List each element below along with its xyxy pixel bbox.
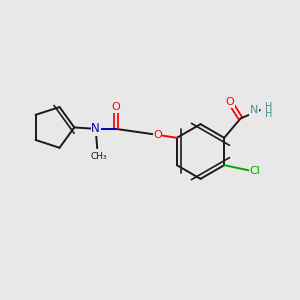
Text: H: H: [265, 109, 272, 119]
Text: Cl: Cl: [249, 166, 260, 176]
Text: O: O: [226, 97, 235, 107]
Text: O: O: [112, 103, 120, 112]
Text: N: N: [250, 105, 258, 115]
Text: O: O: [153, 130, 162, 140]
Text: H: H: [265, 102, 272, 112]
Text: CH₃: CH₃: [90, 152, 107, 161]
Text: N: N: [91, 122, 100, 135]
